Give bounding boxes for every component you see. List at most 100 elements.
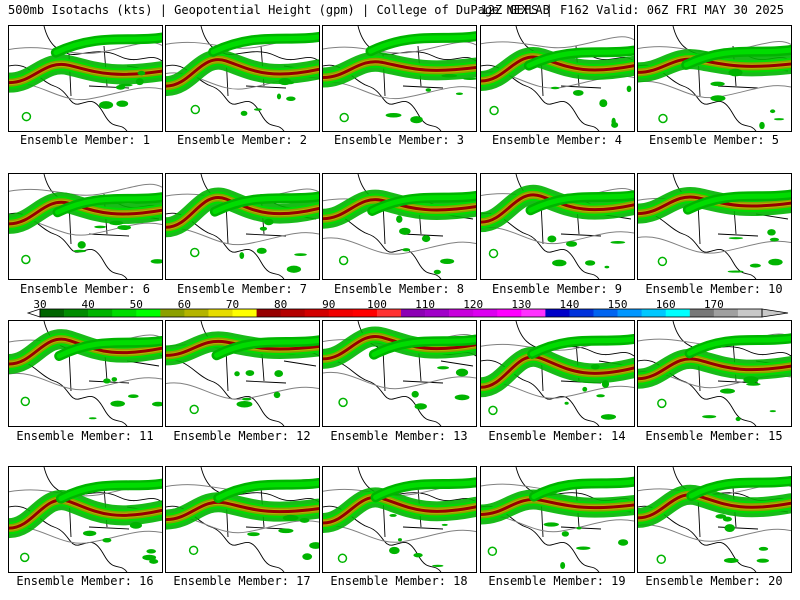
colorbar-tick-label: 80 — [274, 298, 288, 311]
wind-speed-patch — [149, 558, 159, 564]
closed-low — [657, 398, 667, 409]
wind-speed-patch — [773, 118, 785, 121]
ensemble-member-label: Ensemble Member: 20 — [645, 574, 783, 588]
wind-speed-patch — [82, 530, 97, 537]
jet-stream-map — [638, 174, 791, 279]
jet-stream-map — [166, 321, 319, 426]
height-contour — [9, 183, 162, 196]
wind-speed-patch — [722, 516, 732, 522]
jet-stream-band — [53, 35, 162, 56]
wind-speed-patch — [77, 241, 86, 249]
colorbar-tick-label: 100 — [366, 298, 387, 311]
ensemble-panel-20 — [637, 466, 792, 573]
wind-speed-patch — [724, 524, 735, 533]
wind-speed-patch — [572, 89, 584, 96]
wind-speed-patch — [441, 523, 448, 526]
wind-speed-patch — [413, 552, 423, 558]
wind-speed-patch — [454, 394, 470, 401]
closed-low — [657, 256, 668, 267]
ensemble-member-label: Ensemble Member: 10 — [645, 282, 783, 296]
colorbar-tick-label: 110 — [415, 298, 435, 311]
ensemble-member-label: Ensemble Member: 11 — [16, 429, 154, 443]
wind-speed-patch — [601, 380, 610, 388]
wind-speed-patch — [768, 258, 783, 266]
wind-speed-patch — [610, 241, 626, 244]
height-contour — [481, 36, 634, 49]
wind-speed-patch — [397, 538, 402, 542]
wind-speed-patch — [576, 526, 582, 530]
wind-speed-patch — [735, 416, 741, 422]
ensemble-panel-13 — [322, 320, 477, 427]
ensemble-member-label: Ensemble Member: 7 — [176, 282, 308, 296]
closed-low — [656, 554, 667, 565]
wind-speed-patch — [239, 252, 245, 260]
ensemble-member-label: Ensemble Member: 14 — [488, 429, 626, 443]
ensemble-panel-2 — [165, 25, 320, 132]
jet-stream-band — [481, 498, 634, 516]
ensemble-panel-14 — [480, 320, 635, 427]
wind-speed-patch — [402, 248, 411, 252]
ensemble-panel-11 — [8, 320, 163, 427]
ensemble-member-label: Ensemble Member: 12 — [173, 429, 311, 443]
ensemble-panel-10 — [637, 173, 792, 280]
wind-speed-patch — [719, 388, 735, 394]
ensemble-member-label: Ensemble Member: 17 — [173, 574, 311, 588]
closed-low — [658, 113, 668, 124]
wind-speed-patch — [710, 81, 725, 87]
wind-speed-patch — [425, 88, 432, 92]
jet-stream-band — [166, 58, 319, 88]
jet-stream-map — [638, 321, 791, 426]
wind-speed-patch — [99, 101, 114, 109]
colorbar-swatch — [737, 309, 763, 317]
wind-speed-patch — [759, 121, 765, 130]
ensemble-member-label: Ensemble Member: 16 — [16, 574, 154, 588]
wind-speed-patch — [550, 86, 560, 90]
wind-speed-patch — [273, 391, 281, 399]
jet-stream-map — [323, 26, 476, 131]
height-contour — [323, 525, 476, 543]
height-contour — [166, 227, 319, 246]
height-contour — [323, 371, 476, 390]
closed-low — [21, 111, 32, 122]
wind-speed-patch — [299, 517, 310, 523]
closed-low — [188, 545, 199, 556]
jet-stream-band — [638, 357, 791, 381]
jet-stream-band — [531, 479, 634, 500]
jet-stream-map — [9, 174, 162, 279]
wind-speed-patch — [302, 553, 313, 560]
wind-speed-patch — [421, 235, 431, 243]
height-contour — [323, 237, 476, 255]
wind-speed-patch — [137, 70, 146, 76]
ensemble-panel-1 — [8, 25, 163, 132]
jet-stream-band — [528, 192, 634, 213]
wind-speed-patch — [142, 554, 157, 561]
jet-stream-map — [481, 467, 634, 572]
jet-stream-map — [9, 321, 162, 426]
jet-stream-map — [323, 467, 476, 572]
wind-speed-patch — [564, 401, 569, 405]
wind-speed-patch — [584, 260, 596, 266]
wind-speed-patch — [746, 382, 761, 386]
wind-speed-patch — [547, 235, 557, 243]
wind-speed-patch — [135, 78, 144, 86]
wind-speed-patch — [756, 558, 769, 563]
height-contour — [166, 382, 319, 400]
colorbar-tick-label: 30 — [33, 298, 47, 311]
wind-speed-patch — [769, 410, 777, 413]
ensemble-member-label: Ensemble Member: 19 — [488, 574, 626, 588]
height-contour — [481, 226, 634, 245]
wind-speed-patch — [294, 253, 307, 257]
wind-speed-patch — [728, 237, 744, 240]
ensemble-member-label: Ensemble Member: 2 — [176, 133, 308, 147]
jet-stream-map — [481, 174, 634, 279]
jet-stream-band — [214, 337, 319, 358]
colorbar-tick-label: 70 — [225, 298, 240, 311]
closed-low — [337, 553, 348, 564]
jet-stream-map — [9, 467, 162, 572]
jet-stream-band — [687, 335, 791, 356]
jet-stream-map — [638, 26, 791, 131]
closed-low — [489, 105, 499, 116]
jet-stream-band — [638, 195, 791, 216]
wind-speed-patch — [441, 74, 458, 78]
closed-low — [189, 247, 200, 258]
